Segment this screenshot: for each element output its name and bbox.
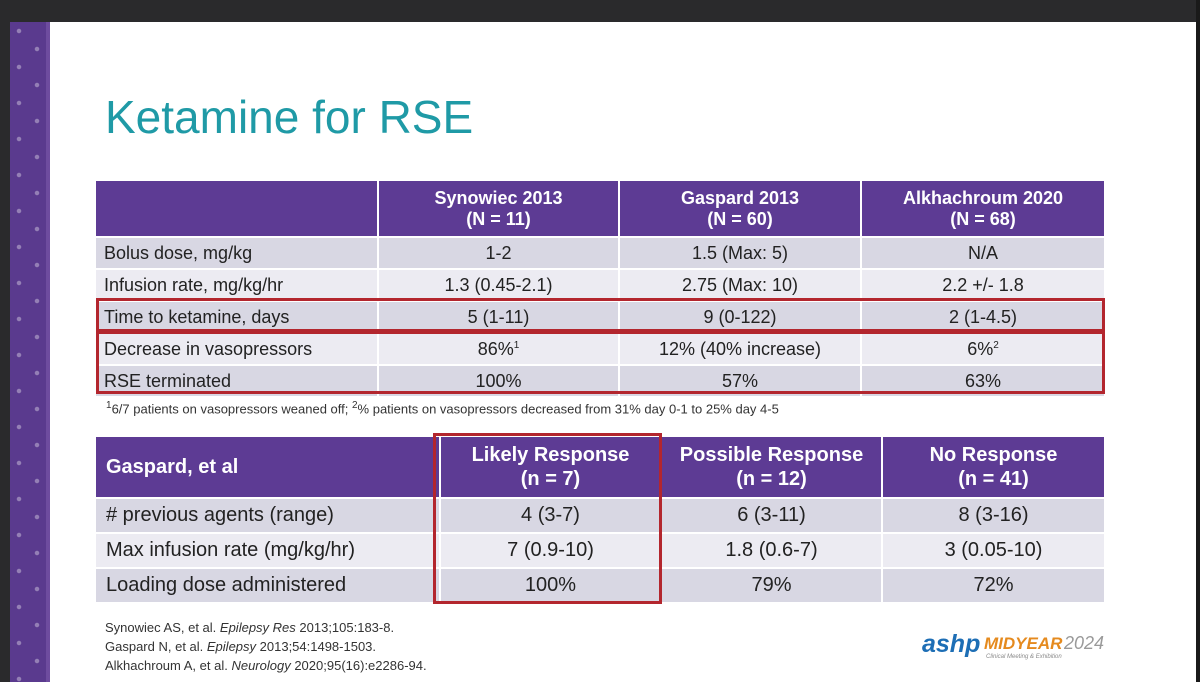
- logo-tagline: Clinical Meeting & Exhibition: [986, 654, 1062, 660]
- cell: 1.5 (Max: 5): [620, 236, 862, 268]
- slide-title: Ketamine for RSE: [105, 91, 474, 143]
- cell: 2.2 +/- 1.8: [862, 268, 1104, 300]
- row-label: Infusion rate, mg/kg/hr: [96, 268, 379, 300]
- row-label: # previous agents (range): [96, 497, 441, 532]
- window-edge: [1196, 0, 1200, 682]
- header-likely-response: Likely Response (n = 7): [441, 437, 662, 497]
- table-header-row: Synowiec 2013 (N = 11) Gaspard 2013 (N = 6…: [96, 181, 1104, 236]
- cell: 4 (3-7): [441, 497, 662, 532]
- cell: 63%: [862, 364, 1104, 396]
- row-label: Decrease in vasopressors: [96, 332, 379, 364]
- footnote-marker: 1: [513, 339, 520, 351]
- cell: 57%: [620, 364, 862, 396]
- cell: 2.75 (Max: 10): [620, 268, 862, 300]
- table-row: RSE terminated 100% 57% 63%: [96, 364, 1104, 396]
- cell: 86%1: [379, 332, 620, 364]
- cell: 12% (40% increase): [620, 332, 862, 364]
- row-label: RSE terminated: [96, 364, 379, 396]
- table-footnote: 16/7 patients on vasopressors weaned off…: [106, 400, 779, 417]
- header-gaspard-et-al: Gaspard, et al: [96, 437, 441, 497]
- reference-item: Synowiec AS, et al. Epilepsy Res 2013;10…: [105, 620, 395, 635]
- table-header-row: Gaspard, et al Likely Response (n = 7) Po…: [96, 437, 1104, 497]
- row-label: Time to ketamine, days: [96, 300, 379, 332]
- cell: 100%: [441, 567, 662, 602]
- logo-brand: ashp: [922, 630, 981, 658]
- table-row: Infusion rate, mg/kg/hr 1.3 (0.45-2.1) 2…: [96, 268, 1104, 300]
- logo-midyear: MIDYEAR: [984, 634, 1063, 653]
- cell: 1.8 (0.6-7): [662, 532, 883, 567]
- cell: 100%: [379, 364, 620, 396]
- cell: 5 (1-11): [379, 300, 620, 332]
- cell: 1-2: [379, 236, 620, 268]
- side-strip-edge: [46, 22, 50, 682]
- cell: 3 (0.05-10): [883, 532, 1104, 567]
- cell: 6%2: [862, 332, 1104, 364]
- cell: 2 (1-4.5): [862, 300, 1104, 332]
- reference-item: Alkhachroum A, et al. Neurology 2020;95(…: [105, 658, 427, 673]
- header-synowiec: Synowiec 2013 (N = 11): [379, 181, 620, 236]
- decorative-side-strip: [10, 22, 46, 682]
- table-row: Bolus dose, mg/kg 1-2 1.5 (Max: 5) N/A: [96, 236, 1104, 268]
- cell: 8 (3-16): [883, 497, 1104, 532]
- footnote-marker: 2: [993, 339, 999, 351]
- table-row: Decrease in vasopressors 86%1 12% (40% i…: [96, 332, 1104, 364]
- row-label: Bolus dose, mg/kg: [96, 236, 379, 268]
- header-gaspard: Gaspard 2013 (N = 60): [620, 181, 862, 236]
- ashp-midyear-logo: ashp MIDYEAR 2024 Clinical Meeting & Exh…: [922, 628, 1112, 664]
- references: Synowiec AS, et al. Epilepsy Res 2013;10…: [105, 618, 427, 675]
- reference-item: Gaspard N, et al. Epilepsy 2013;54:1498-…: [105, 639, 377, 654]
- cell: N/A: [862, 236, 1104, 268]
- cell: 9 (0-122): [620, 300, 862, 332]
- table-row: # previous agents (range) 4 (3-7) 6 (3-1…: [96, 497, 1104, 532]
- row-label: Max infusion rate (mg/kg/hr): [96, 532, 441, 567]
- header-alkhachroum: Alkhachroum 2020 (N = 68): [862, 181, 1104, 236]
- ketamine-studies-table: Synowiec 2013 (N = 11) Gaspard 2013 (N = 6…: [96, 181, 1104, 396]
- cell: 72%: [883, 567, 1104, 602]
- logo-year: 2024: [1064, 633, 1105, 653]
- gaspard-response-table: Gaspard, et al Likely Response (n = 7) Po…: [96, 437, 1104, 602]
- table-row: Max infusion rate (mg/kg/hr) 7 (0.9-10) …: [96, 532, 1104, 567]
- cell: 79%: [662, 567, 883, 602]
- header-possible-response: Possible Response (n = 12): [662, 437, 883, 497]
- cell: 7 (0.9-10): [441, 532, 662, 567]
- cell: 1.3 (0.45-2.1): [379, 268, 620, 300]
- cell: 6 (3-11): [662, 497, 883, 532]
- row-label: Loading dose administered: [96, 567, 441, 602]
- header-empty: [96, 181, 379, 236]
- slide: Ketamine for RSE Synowiec 2013 (N = 11) G…: [10, 22, 1196, 682]
- table-row: Loading dose administered 100% 79% 72%: [96, 567, 1104, 602]
- header-no-response: No Response (n = 41): [883, 437, 1104, 497]
- table-row: Time to ketamine, days 5 (1-11) 9 (0-122…: [96, 300, 1104, 332]
